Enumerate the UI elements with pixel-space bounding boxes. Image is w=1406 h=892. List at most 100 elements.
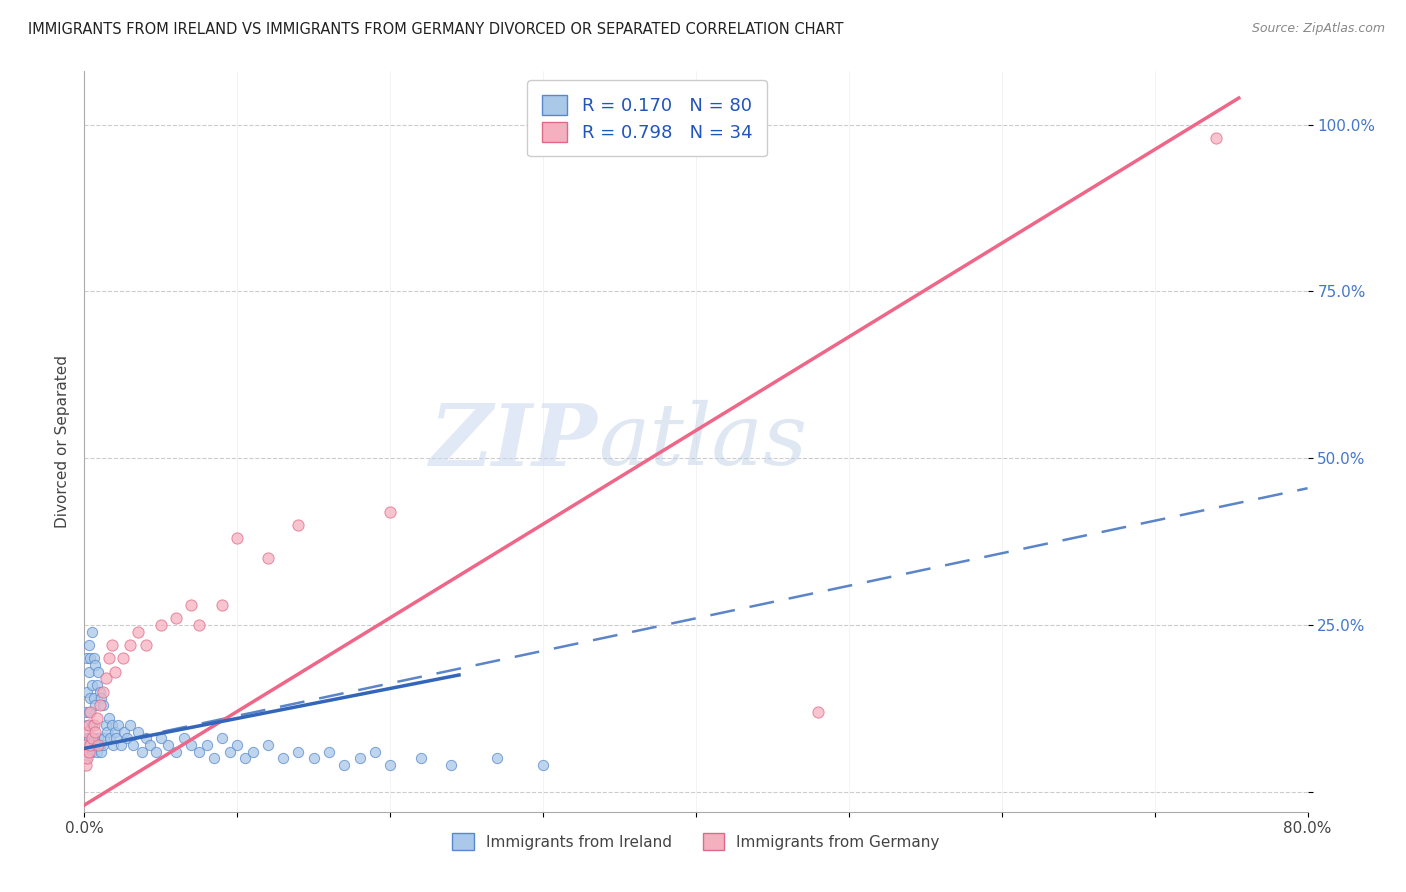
Point xyxy=(77,718,100,732)
Point xyxy=(318,745,340,759)
Point xyxy=(120,718,142,732)
Point xyxy=(76,684,98,698)
Point xyxy=(218,745,240,759)
Point xyxy=(80,731,103,746)
Point xyxy=(380,505,402,519)
Point xyxy=(135,731,157,746)
Point xyxy=(93,731,115,746)
Point xyxy=(86,711,108,725)
Point xyxy=(89,684,111,698)
Point xyxy=(149,618,172,632)
Point xyxy=(364,745,387,759)
Point xyxy=(75,758,97,772)
Point xyxy=(94,671,117,685)
Point xyxy=(112,724,135,739)
Point xyxy=(211,731,233,746)
Point xyxy=(110,738,132,752)
Point xyxy=(101,718,124,732)
Point xyxy=(97,651,120,665)
Point xyxy=(157,738,180,752)
Point xyxy=(486,751,509,765)
Point xyxy=(1205,131,1227,145)
Point xyxy=(76,745,98,759)
Y-axis label: Divorced or Separated: Divorced or Separated xyxy=(55,355,70,528)
Point xyxy=(165,745,187,759)
Point xyxy=(77,665,100,679)
Point xyxy=(97,711,120,725)
Point xyxy=(409,751,432,765)
Point xyxy=(77,731,100,746)
Point xyxy=(90,745,112,759)
Point xyxy=(302,751,325,765)
Point xyxy=(120,638,142,652)
Point xyxy=(287,517,309,532)
Point xyxy=(76,651,98,665)
Point xyxy=(287,745,309,759)
Point xyxy=(83,651,105,665)
Point xyxy=(271,751,294,765)
Point xyxy=(111,651,134,665)
Point xyxy=(79,738,101,752)
Point xyxy=(127,724,149,739)
Point xyxy=(83,731,105,746)
Point xyxy=(91,738,114,752)
Point xyxy=(76,724,98,739)
Point xyxy=(98,731,121,746)
Point xyxy=(84,724,107,739)
Point xyxy=(79,651,101,665)
Point xyxy=(188,618,211,632)
Point xyxy=(180,738,202,752)
Point xyxy=(80,718,103,732)
Point xyxy=(531,758,554,772)
Point xyxy=(107,718,129,732)
Point xyxy=(173,731,195,746)
Point xyxy=(242,745,264,759)
Point xyxy=(807,705,830,719)
Point xyxy=(103,738,125,752)
Point xyxy=(139,738,162,752)
Point xyxy=(122,738,145,752)
Point xyxy=(115,731,138,746)
Point xyxy=(84,738,107,752)
Point xyxy=(84,657,107,672)
Point xyxy=(202,751,225,765)
Point xyxy=(86,745,108,759)
Point xyxy=(77,705,100,719)
Point xyxy=(101,638,124,652)
Point xyxy=(131,745,153,759)
Point xyxy=(90,691,112,706)
Point xyxy=(87,665,110,679)
Point xyxy=(77,638,100,652)
Point xyxy=(333,758,356,772)
Point xyxy=(349,751,371,765)
Point xyxy=(79,705,101,719)
Point xyxy=(84,698,107,712)
Point xyxy=(79,691,101,706)
Point xyxy=(257,738,280,752)
Point xyxy=(80,678,103,692)
Point xyxy=(145,745,167,759)
Point xyxy=(96,724,118,739)
Point xyxy=(89,698,111,712)
Text: ZIP: ZIP xyxy=(430,400,598,483)
Point xyxy=(94,718,117,732)
Point xyxy=(83,691,105,706)
Point xyxy=(226,531,249,545)
Point xyxy=(75,705,97,719)
Point xyxy=(195,738,218,752)
Point xyxy=(83,718,105,732)
Point xyxy=(440,758,463,772)
Point xyxy=(104,724,127,739)
Point xyxy=(75,738,97,752)
Point xyxy=(89,738,111,752)
Point xyxy=(87,731,110,746)
Point xyxy=(165,611,187,625)
Point xyxy=(105,731,128,746)
Point xyxy=(226,738,249,752)
Point xyxy=(91,698,114,712)
Point xyxy=(211,598,233,612)
Point xyxy=(80,745,103,759)
Point xyxy=(79,738,101,752)
Point xyxy=(380,758,402,772)
Point xyxy=(257,551,280,566)
